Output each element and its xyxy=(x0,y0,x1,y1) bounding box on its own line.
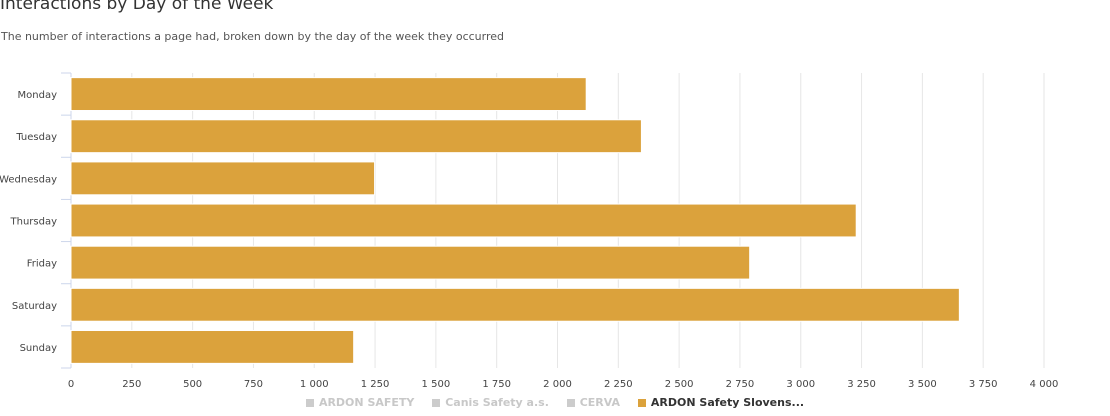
chart-title: Interactions by Day of the Week xyxy=(0,0,274,14)
legend-label: ARDON Safety Slovens... xyxy=(650,396,805,409)
category-label: Wednesday xyxy=(0,174,57,185)
bar-saturday xyxy=(70,287,960,322)
chart-legend: ARDON SAFETY Canis Safety a.s. CERVA ARD… xyxy=(0,396,1110,410)
legend-label: Canis Safety a.s. xyxy=(445,396,549,409)
x-tick-label: 250 xyxy=(122,379,141,390)
x-tick-label: 2 500 xyxy=(665,379,694,390)
category-label: Tuesday xyxy=(15,132,57,143)
legend-item-cerva[interactable]: CERVA xyxy=(566,396,621,409)
category-label: Monday xyxy=(18,90,58,101)
legend-item-canis-safety[interactable]: Canis Safety a.s. xyxy=(432,396,549,409)
x-tick-label: 2 750 xyxy=(726,379,755,390)
category-label: Friday xyxy=(27,259,57,270)
x-tick-label: 1 500 xyxy=(422,379,451,390)
x-tick-label: 500 xyxy=(183,379,202,390)
x-tick-label: 1 000 xyxy=(300,379,329,390)
bar-chart: Monday Tuesday Wednesday Thursday Friday Satu… xyxy=(0,72,1059,390)
x-tick-label: 0 xyxy=(68,379,74,390)
bar-wednesday xyxy=(70,161,376,196)
x-tick-label: 3 250 xyxy=(847,379,876,390)
chart-subtitle: The number of interactions a page had, b… xyxy=(1,30,505,43)
legend-swatch xyxy=(432,398,441,407)
bar-monday xyxy=(70,77,587,112)
bar-friday xyxy=(70,245,751,280)
x-tick-label: 3 500 xyxy=(908,379,937,390)
x-tick-label: 1 750 xyxy=(482,379,511,390)
x-tick-label: 750 xyxy=(244,379,263,390)
legend-item-ardon-safety-slovensko[interactable]: ARDON Safety Slovens... xyxy=(637,396,805,409)
legend-label: ARDON SAFETY xyxy=(318,396,415,409)
x-tick-label: 2 000 xyxy=(543,379,572,390)
bar-thursday xyxy=(70,203,857,238)
bar-tuesday xyxy=(70,119,642,154)
x-tick-label: 2 250 xyxy=(604,379,633,390)
category-label: Sunday xyxy=(20,343,57,354)
legend-swatch xyxy=(637,398,646,407)
legend-item-ardon-safety[interactable]: ARDON SAFETY xyxy=(305,396,415,409)
x-tick-label: 3 000 xyxy=(786,379,815,390)
x-tick-label: 1 250 xyxy=(361,379,390,390)
legend-label: CERVA xyxy=(579,396,621,409)
category-label: Saturday xyxy=(12,301,57,312)
bar-sunday xyxy=(70,329,355,364)
x-tick-label: 3 750 xyxy=(969,379,998,390)
legend-swatch xyxy=(305,398,314,407)
category-label: Thursday xyxy=(10,217,58,228)
x-tick-label: 4 000 xyxy=(1030,379,1059,390)
legend-swatch xyxy=(566,398,575,407)
